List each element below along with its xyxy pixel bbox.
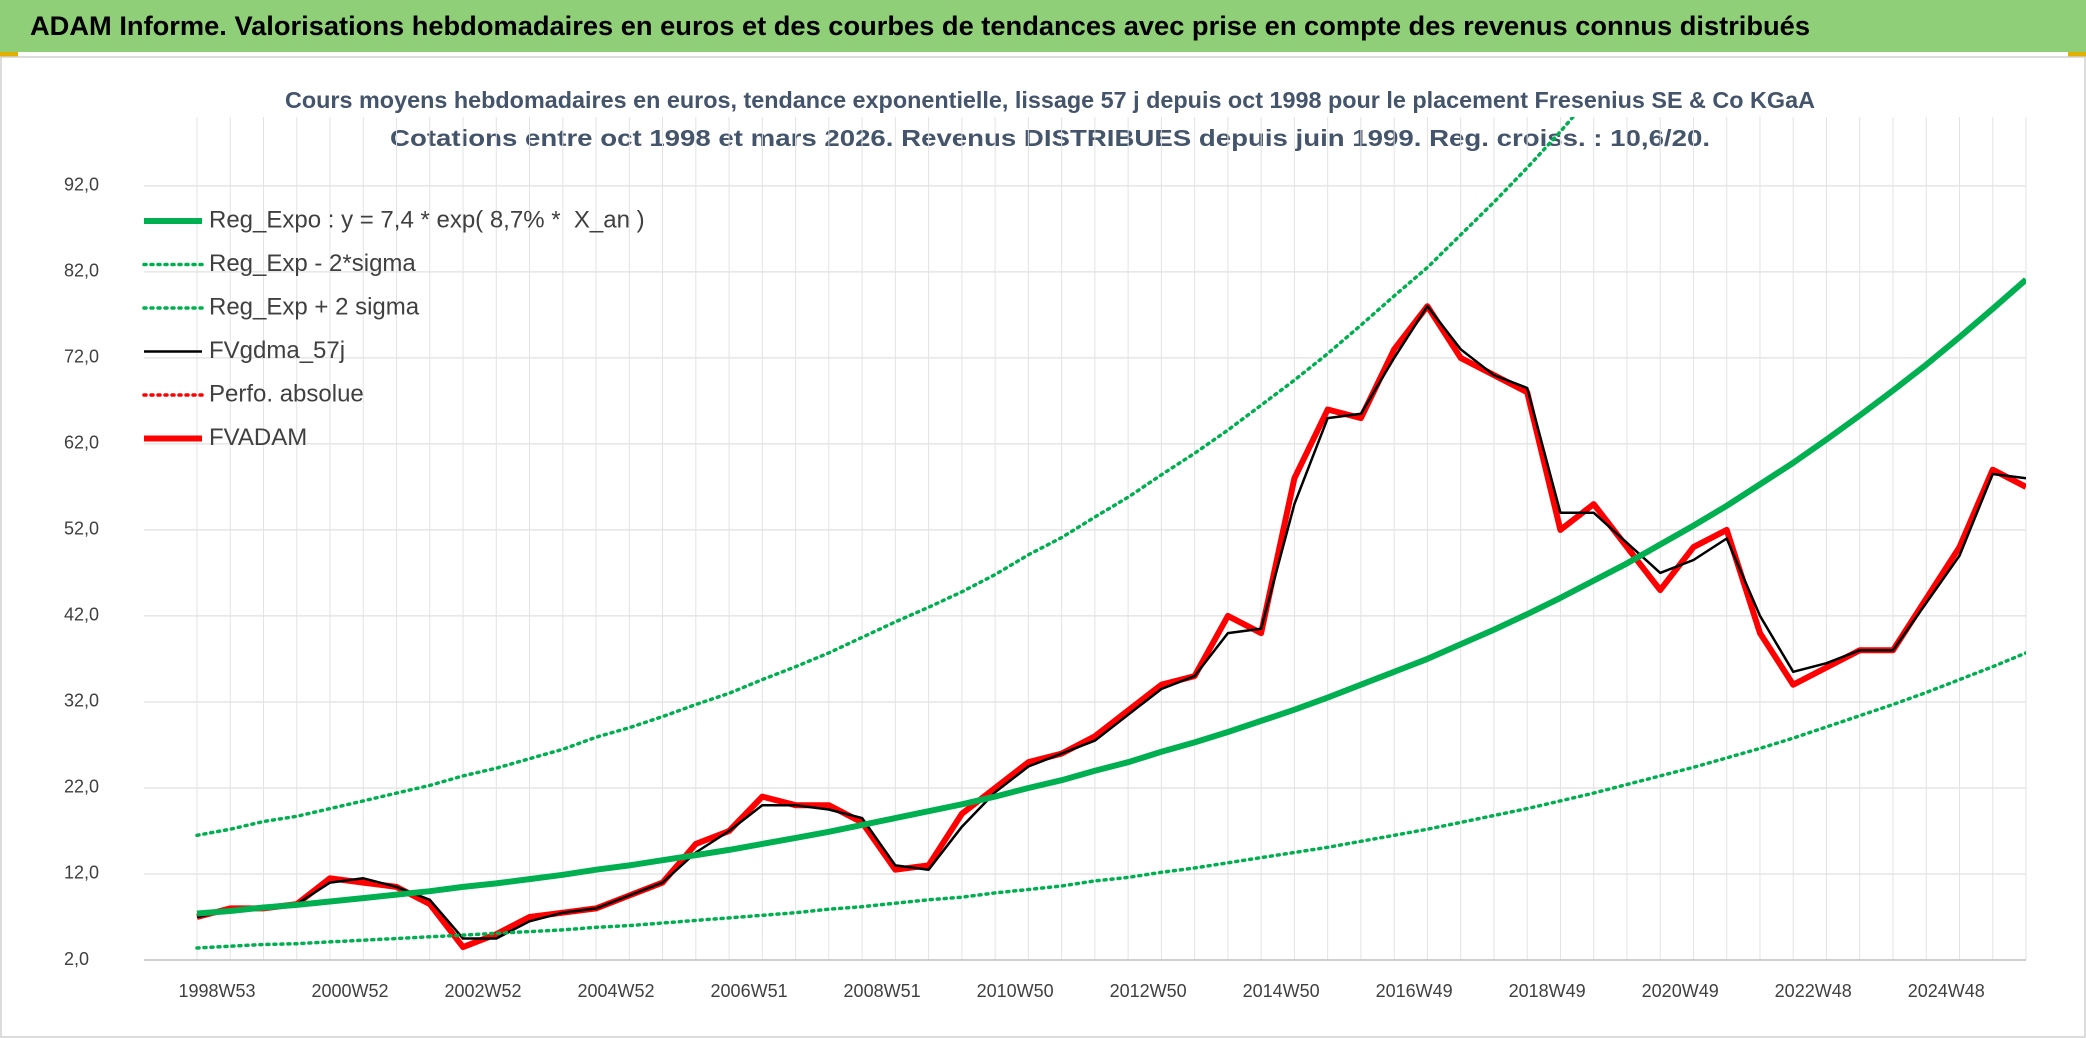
plot-lines: [195, 117, 2026, 951]
legend-label: FVADAM: [209, 424, 307, 451]
x-tick-label: 2016W49: [1376, 981, 1453, 1001]
x-tick-label: 2018W49: [1509, 981, 1586, 1001]
series-line: [196, 277, 2026, 917]
legend-label: Reg_Exp - 2*sigma: [209, 250, 416, 277]
chart-title: Cours moyens hebdomadaires en euros, ten…: [285, 87, 1815, 113]
x-tick-label: 2014W50: [1243, 981, 1320, 1001]
x-tick-label: 2024W48: [1908, 981, 1985, 1001]
legend: Reg_Expo : y = 7,4 * exp( 8,7% * X_an ) R…: [142, 206, 645, 451]
header-bar: [0, 0, 2086, 52]
y-tick-label: 2,0: [64, 949, 89, 969]
frame: [0, 56, 2086, 1038]
x-tick-label: 2006W51: [711, 981, 788, 1001]
corner-mark: [0, 52, 18, 57]
legend-label: Perfo. absolue: [209, 380, 364, 407]
x-tick-label: 2022W48: [1775, 981, 1852, 1001]
x-tick-label: 2002W52: [445, 981, 522, 1001]
y-tick-label: 52,0: [64, 519, 99, 539]
y-tick-label: 12,0: [64, 863, 99, 883]
series-line: [195, 651, 2026, 950]
corner-mark: [2068, 52, 2086, 57]
y-tick-label: 72,0: [64, 347, 99, 367]
y-tick-label: 32,0: [64, 691, 99, 711]
grid: 2,0 12,0 22,0 32,0 42,0 52,0 62,0 72,0 82,0 92,0 1…: [64, 117, 2027, 1001]
x-tick-label: 2000W52: [311, 981, 388, 1001]
x-tick-label: 2010W50: [977, 981, 1054, 1001]
x-tick-label: 2012W50: [1110, 981, 1187, 1001]
legend-label: Reg_Expo : y = 7,4 * exp( 8,7% * X_an ): [209, 206, 645, 233]
y-tick-label: 92,0: [64, 175, 99, 195]
series-line: [196, 304, 2026, 940]
legend-label: Reg_Exp + 2 sigma: [209, 293, 420, 320]
y-tick-label: 82,0: [64, 261, 99, 281]
chart-subtitle: Cotations entre oct 1998 et mars 2026. R…: [390, 125, 1710, 151]
y-tick-label: 22,0: [64, 777, 99, 797]
y-tick-label: 42,0: [64, 605, 99, 625]
x-tick-label: 1998W53: [178, 981, 255, 1001]
series-line: [196, 303, 2026, 951]
x-tick-label: 2004W52: [578, 981, 655, 1001]
legend-label: FVgdma_57j: [209, 337, 345, 364]
x-tick-label: 2020W49: [1642, 981, 1719, 1001]
y-tick-label: 62,0: [64, 433, 99, 453]
header-title: ADAM Informe. Valorisations hebdomadaire…: [30, 11, 1810, 41]
x-tick-label: 2008W51: [844, 981, 921, 1001]
